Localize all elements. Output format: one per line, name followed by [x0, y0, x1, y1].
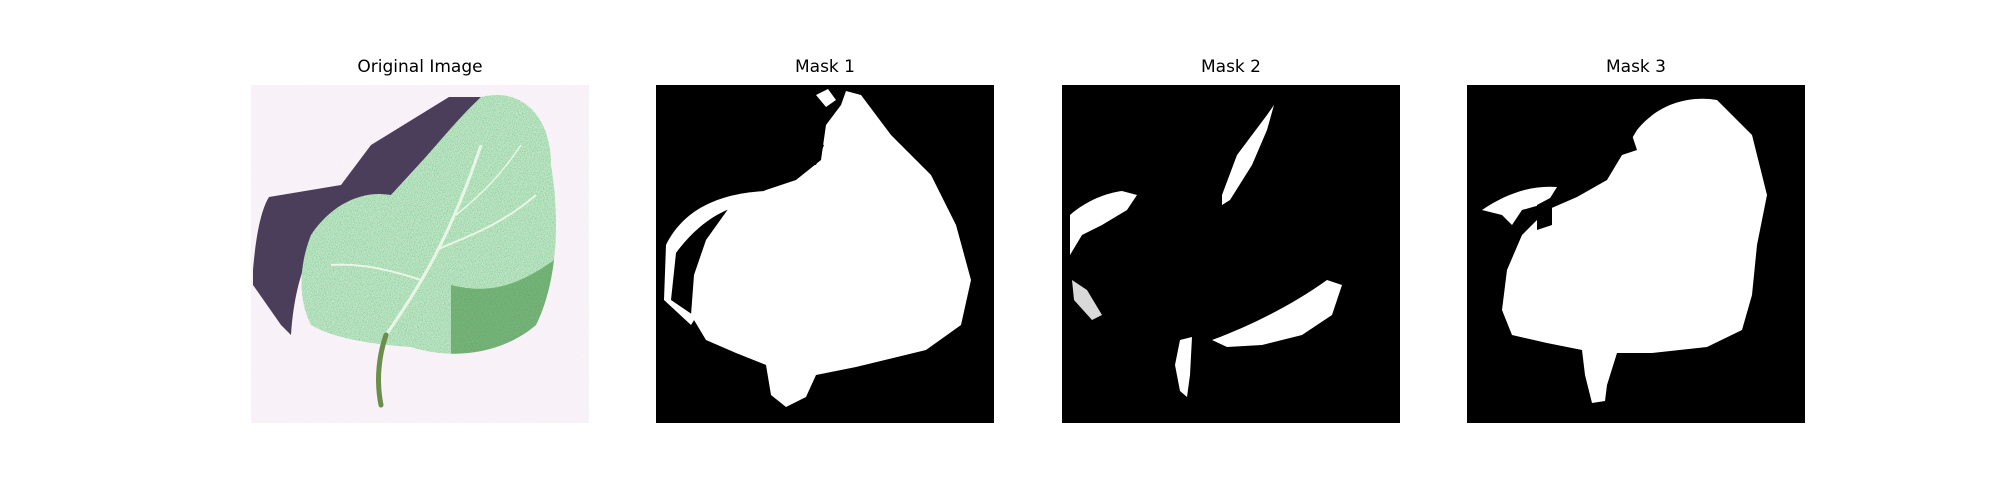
mask-3-image — [1467, 85, 1805, 423]
mask-2-title: Mask 2 — [1200, 57, 1261, 77]
mask-2-image — [1062, 85, 1400, 423]
mask-1-image — [656, 85, 994, 423]
leaf-photo — [251, 85, 589, 423]
original-image-title: Original Image — [357, 57, 483, 77]
mask-3-title: Mask 3 — [1605, 57, 1666, 77]
mask-1-title: Mask 1 — [794, 57, 855, 77]
